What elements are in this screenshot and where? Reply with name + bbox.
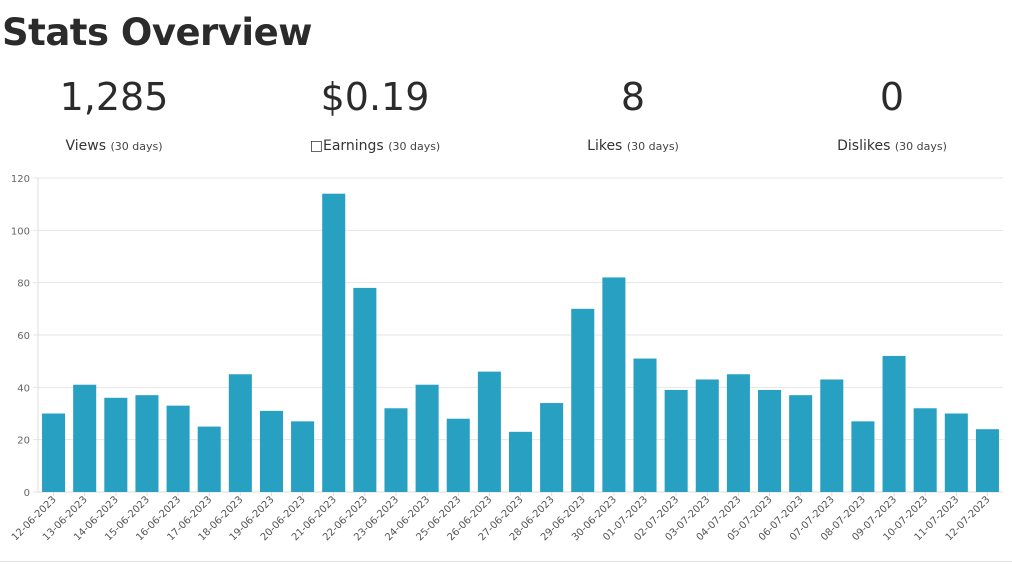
bar (135, 395, 159, 492)
views-caption: Views (30 days) (0, 138, 234, 154)
views-period: (30 days) (110, 140, 163, 153)
likes-value: 8 (620, 75, 646, 119)
page-title: Stats Overview (2, 11, 312, 54)
bar (695, 379, 719, 492)
bar (73, 384, 97, 492)
bar (415, 384, 439, 492)
bar (571, 308, 595, 492)
bar (540, 403, 564, 492)
dislikes-label: Dislikes (837, 138, 891, 154)
bar (664, 389, 688, 492)
bar (166, 405, 190, 492)
dislikes-period: (30 days) (894, 140, 947, 153)
y-tick-label: 100 (11, 226, 30, 237)
bar (197, 426, 221, 492)
y-tick-label: 60 (17, 331, 30, 342)
likes-label: Likes (587, 138, 623, 154)
earnings-value: $0.19 (320, 75, 430, 119)
bar (259, 410, 283, 492)
bar (633, 358, 657, 492)
earnings-caption: □Earnings (30 days) (255, 138, 495, 154)
likes-period: (30 days) (626, 140, 679, 153)
bar (789, 395, 813, 492)
bar (353, 287, 377, 492)
bar (944, 413, 968, 492)
bar (384, 408, 408, 492)
bar (726, 374, 750, 492)
bar (913, 408, 937, 492)
bar (508, 431, 533, 492)
likes-stat: 8 Likes (30 days) (513, 78, 753, 154)
bar (820, 379, 844, 492)
bar (228, 374, 252, 492)
likes-caption: Likes (30 days) (513, 138, 753, 154)
y-tick-label: 20 (17, 436, 30, 447)
bar (104, 397, 128, 492)
earnings-stat: $0.19 □Earnings (30 days) (255, 78, 495, 154)
earnings-period: (30 days) (388, 140, 441, 153)
bar (758, 389, 782, 492)
bar (882, 355, 906, 492)
bar (851, 421, 875, 492)
y-tick-label: 40 (17, 383, 30, 394)
dislikes-value: 0 (879, 75, 905, 119)
views-stat: 1,285 Views (30 days) (0, 78, 234, 154)
bar (975, 429, 999, 492)
bar (322, 193, 346, 492)
bar (446, 418, 470, 492)
bar (291, 421, 315, 492)
bar (602, 277, 626, 492)
views-value: 1,285 (59, 75, 169, 119)
views-bar-chart: 02040608010012012-06-202313-06-202314-06… (10, 174, 1003, 543)
bottom-divider (0, 561, 1012, 562)
bar (42, 413, 66, 492)
y-tick-label: 80 (17, 279, 30, 290)
dislikes-stat: 0 Dislikes (30 days) (772, 78, 1012, 154)
y-tick-label: 0 (24, 488, 30, 499)
bar (477, 371, 501, 492)
views-label: Views (65, 138, 107, 154)
y-tick-label: 120 (11, 174, 30, 185)
earnings-label: □Earnings (309, 138, 384, 154)
dislikes-caption: Dislikes (30 days) (772, 138, 1012, 154)
